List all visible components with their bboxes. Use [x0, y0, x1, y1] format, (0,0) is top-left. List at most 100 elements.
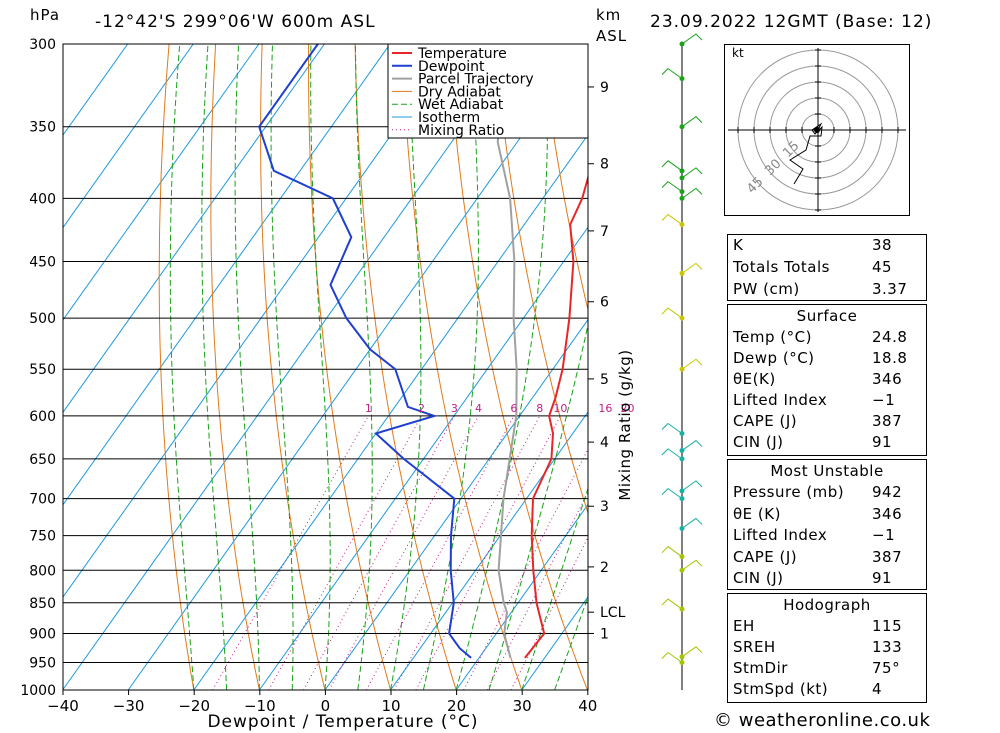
isotherm-line [63, 44, 457, 598]
surface-row: Lifted Index −1 [733, 391, 896, 409]
hodograph-row: EH 115 [733, 617, 903, 635]
mixing-ratio-label: 3 [451, 402, 458, 415]
mixing-ratio-axis-title: Mixing Ratio (g/kg) [616, 349, 634, 500]
wet-adiabat-line [201, 44, 228, 690]
mixing-ratio-line [365, 415, 515, 690]
wind-barb [681, 646, 703, 658]
wind-barb [661, 487, 683, 500]
dry-adiabat-line [540, 44, 588, 312]
legend-entry: Dewpoint [418, 59, 485, 75]
hodograph-chart: kt 45 30 15 [724, 44, 910, 216]
wind-barb [661, 546, 683, 558]
mixing-ratio-label: 20 [620, 402, 634, 415]
temperature-tick-label: −30 [113, 697, 145, 715]
wind-barb [661, 180, 683, 193]
wind-barb [661, 307, 683, 319]
wind-barb [681, 358, 703, 370]
pressure-tick-label: 850 [29, 596, 56, 612]
wet-adiabat-line [169, 44, 195, 690]
wind-barb [681, 187, 703, 199]
height-tick-label: 1 [600, 626, 609, 642]
pressure-tick-label: 450 [29, 255, 56, 271]
pressure-tick-label: 650 [29, 452, 56, 468]
stability-row: K 38 [733, 236, 893, 254]
dry-adiabat-line [354, 44, 457, 690]
isotherm-line [63, 44, 522, 690]
most-unstable-row: Lifted Index −1 [733, 526, 896, 544]
mixing-ratio-line [303, 415, 455, 690]
legend-entry: Wet Adiabat [418, 97, 504, 113]
pressure-tick-label: 1000 [20, 683, 56, 699]
height-tick-label: 5 [600, 372, 609, 388]
mixing-ratio-line [463, 448, 588, 690]
wet-adiabat-line [488, 322, 588, 690]
wind-barb [681, 559, 703, 571]
surface-row: CIN (J) 91 [733, 433, 893, 451]
legend-entry: Mixing Ratio [418, 123, 504, 139]
isotherm-line [390, 411, 588, 690]
asl-unit-label: ASL [596, 27, 628, 45]
storm-motion-dot [814, 127, 820, 133]
plot-frame [62, 43, 589, 691]
pressure-tick-label: 300 [29, 37, 56, 53]
isotherm-line [63, 44, 391, 506]
wind-barb [681, 262, 703, 274]
height-tick-label: LCL [600, 605, 626, 621]
surface-title: Surface [796, 307, 858, 325]
wind-barb [681, 116, 703, 128]
surface-row: θE(K) 346 [733, 370, 903, 388]
pressure-tick-label: 700 [29, 492, 56, 508]
surface-row: Dewp (°C) 18.8 [733, 349, 908, 367]
most-unstable-table: Most Unstable Pressure (mb) 942 θE (K) 346… [727, 459, 927, 590]
surface-row: Temp (°C) 24.8 [733, 328, 908, 346]
most-unstable-row: CAPE (J) 387 [733, 548, 903, 566]
location-title: -12°42'S 299°06'W 600m ASL [95, 12, 376, 32]
dry-adiabat-line [401, 44, 523, 690]
wind-barb [661, 213, 683, 225]
mixing-ratio-label: 10 [553, 402, 567, 415]
height-tick-label: 3 [600, 499, 609, 515]
mixing-ratio-line [328, 415, 479, 690]
height-tick-label: 4 [600, 435, 609, 451]
height-tick-label: 8 [600, 157, 609, 173]
isotherm-line [63, 44, 325, 414]
isotherm-line [324, 318, 588, 690]
wind-barb [681, 517, 703, 529]
wind-barb [681, 439, 703, 451]
mixing-ratio-label: 8 [536, 402, 543, 415]
hodograph-row: SREH 133 [733, 638, 903, 656]
mixing-ratio-line [393, 415, 541, 690]
wind-barb [681, 167, 703, 179]
hodograph-row: StmDir 75° [733, 659, 901, 677]
temperature-tick-label: 10 [381, 697, 400, 715]
mixing-ratio-label: 1 [365, 402, 372, 415]
mixing-ratio-label: 2 [418, 402, 425, 415]
legend-entry: Isotherm [418, 110, 480, 126]
isotherm-line [63, 44, 194, 229]
stability-row: Totals Totals 45 [733, 258, 893, 276]
wind-barb [661, 598, 683, 610]
pressure-tick-label: 800 [29, 563, 56, 579]
mixing-ratio-label: 16 [598, 402, 612, 415]
pressure-tick-label: 350 [29, 120, 56, 136]
temperature-tick-label: −10 [244, 697, 276, 715]
most-unstable-title: Most Unstable [770, 462, 884, 480]
dry-adiabat-line [158, 44, 195, 690]
isotherm-line [455, 503, 588, 690]
temperature-tick-label: −40 [47, 697, 79, 715]
wind-barb [661, 422, 683, 434]
wind-barb [661, 448, 683, 460]
isotherm-line [63, 44, 260, 321]
mixing-ratio-label: 4 [475, 402, 482, 415]
hodograph-title: Hodograph [783, 596, 871, 614]
isotherm-line [193, 133, 588, 690]
copyright-footer[interactable]: © weatheronline.co.uk [714, 710, 931, 731]
wet-adiabat-line [422, 44, 479, 690]
parcel-trajectory-line [496, 44, 518, 659]
pressure-tick-label: 550 [29, 362, 56, 378]
stability-row: PW (cm) 3.37 [733, 280, 908, 298]
temperature-tick-label: 0 [321, 697, 331, 715]
isotherm-line [63, 44, 129, 136]
temperature-tick-label: −20 [178, 697, 210, 715]
isotherm-line [127, 44, 588, 690]
